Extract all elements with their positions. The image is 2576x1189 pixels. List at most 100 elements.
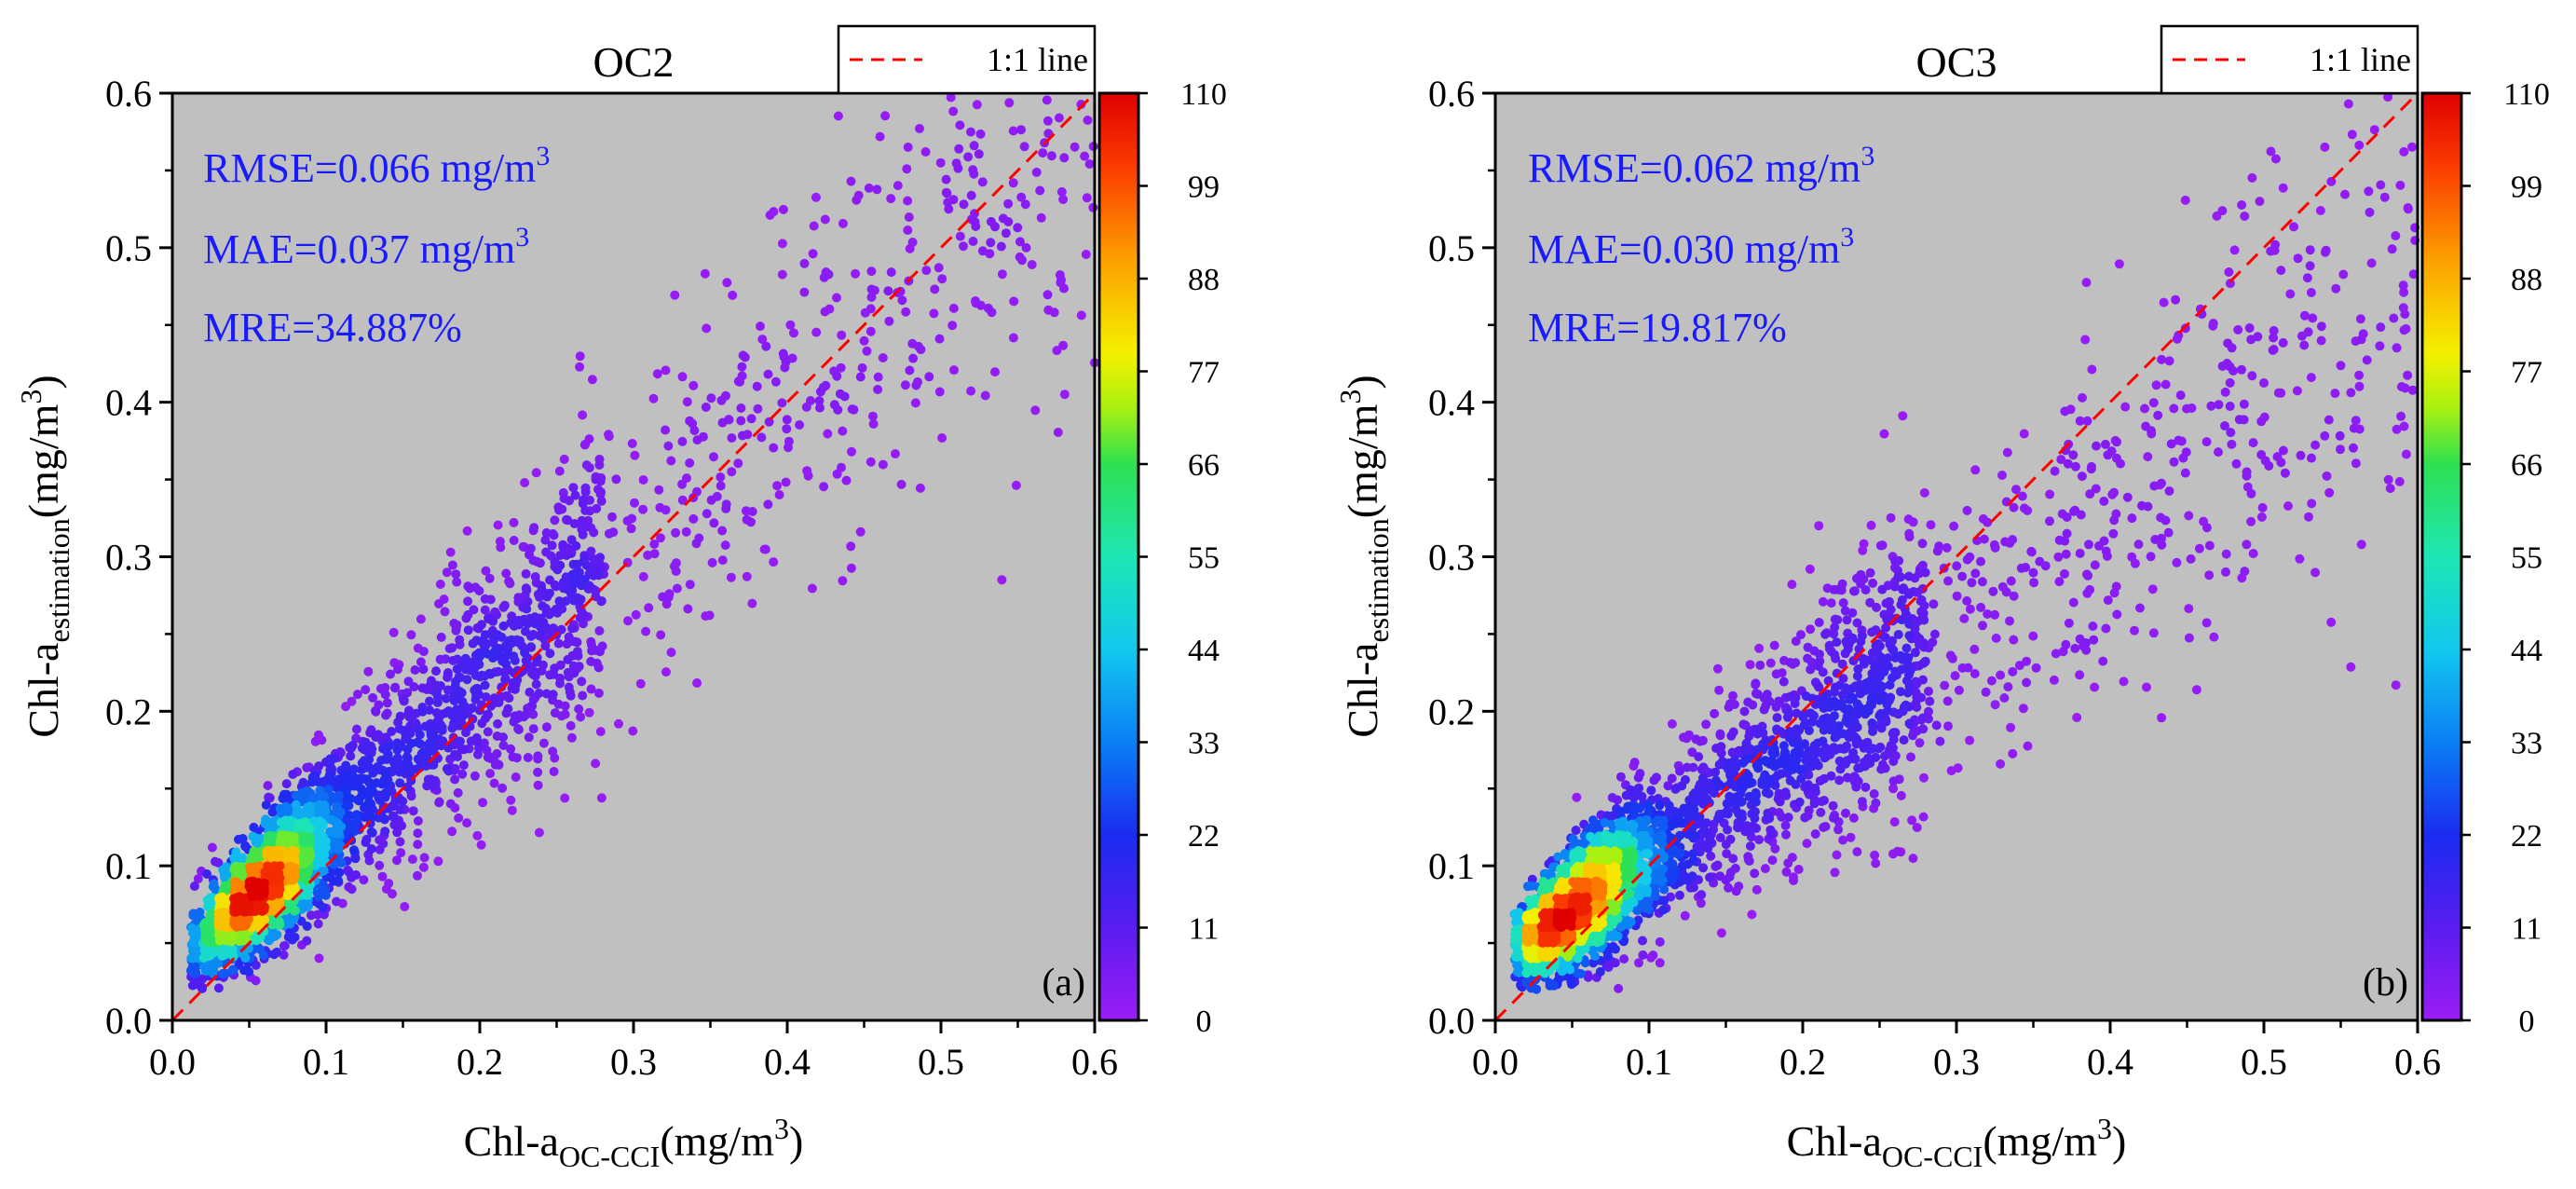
scatter-point (1848, 813, 1859, 823)
scatter-point (631, 609, 641, 620)
scatter-point (1881, 598, 1891, 608)
scatter-point (2099, 536, 2109, 546)
scatter-point (737, 430, 747, 441)
scatter-point (841, 475, 852, 485)
scatter-point (2085, 584, 2095, 594)
scatter-point (2005, 616, 2014, 626)
scatter-point (497, 632, 507, 642)
scatter-point (290, 906, 300, 916)
scatter-point (575, 362, 585, 372)
scatter-point (1052, 346, 1062, 356)
scatter-point (2011, 485, 2021, 495)
scatter-point (747, 598, 757, 608)
scatter-point (1831, 653, 1841, 663)
scatter-point (406, 738, 416, 748)
scatter-point (1996, 670, 2006, 680)
scatter-point (1918, 675, 1928, 685)
scatter-point (539, 588, 550, 598)
scatter-point (913, 376, 922, 387)
scatter-point (1806, 624, 1816, 635)
scatter-point (384, 741, 394, 751)
scatter-point (2248, 438, 2258, 448)
scatter-point (396, 848, 406, 858)
scatter-point (540, 535, 551, 545)
scatter-point (447, 827, 457, 837)
scatter-point (566, 732, 577, 743)
scatter-point (1784, 708, 1794, 718)
scatter-point (1775, 697, 1784, 707)
scatter-point (2070, 643, 2080, 653)
scatter-point (551, 604, 561, 614)
scatter-point (2045, 489, 2055, 499)
scatter-point (193, 874, 203, 884)
scatter-point (457, 704, 468, 714)
scatter-point (368, 692, 378, 703)
scatter-point (441, 693, 451, 704)
scatter-point (259, 905, 269, 915)
scatter-point (857, 362, 867, 373)
scatter-point (463, 596, 473, 607)
scatter-point (2082, 416, 2092, 426)
scatter-point (1976, 602, 1986, 612)
scatter-point (1595, 966, 1605, 977)
scatter-point (2358, 329, 2368, 339)
scatter-point (564, 672, 574, 682)
scatter-point (1020, 199, 1030, 210)
scatter-point (354, 796, 364, 806)
scatter-point (1949, 521, 1959, 531)
scatter-point (1829, 813, 1838, 823)
scatter-point (1963, 663, 1973, 673)
scatter-point (2257, 502, 2268, 512)
scatter-point (348, 771, 358, 781)
scatter-point (1734, 882, 1744, 892)
scatter-point (595, 727, 606, 737)
scatter-point (594, 460, 605, 470)
scatter-point (986, 216, 996, 226)
scatter-point (1894, 555, 1904, 566)
scatter-point (811, 327, 822, 337)
scatter-point (2029, 578, 2039, 588)
scatter-point (2062, 512, 2072, 522)
scatter-point (375, 844, 385, 854)
scatter-point (1646, 952, 1656, 963)
scatter-point (1776, 757, 1786, 767)
scatter-point (497, 656, 508, 666)
scatter-point (1059, 153, 1070, 163)
scatter-point (426, 731, 436, 741)
scatter-point (2061, 549, 2071, 559)
scatter-point (1819, 714, 1828, 724)
scatter-point (438, 736, 448, 746)
scatter-point (2092, 441, 2101, 451)
scatter-point (706, 393, 716, 403)
scatter-point (350, 853, 361, 862)
scatter-point (763, 369, 773, 379)
scatter-point (717, 526, 728, 536)
scatter-point (2023, 505, 2033, 515)
scatter-point (573, 594, 583, 605)
scatter-point (568, 559, 579, 569)
scatter-point (497, 691, 507, 702)
scatter-point (1819, 822, 1829, 832)
scatter-point (538, 601, 548, 611)
scatter-point (1019, 142, 1029, 152)
scatter-point (784, 436, 794, 446)
scatter-point (2169, 457, 2179, 467)
scatter-point (1970, 465, 1981, 475)
scatter-point (1848, 747, 1859, 758)
scatter-point (2022, 677, 2032, 688)
scatter-point (2081, 278, 2092, 288)
scatter-point (727, 433, 737, 443)
scatter-point (1835, 764, 1846, 774)
scatter-point (1834, 775, 1845, 786)
scatter-point (2072, 713, 2082, 722)
scatter-point (465, 704, 474, 715)
scatter-point (2217, 206, 2228, 216)
scatter-point (474, 586, 484, 595)
scatter-point (1767, 855, 1778, 866)
scatter-point (720, 540, 730, 551)
scatter-point (1896, 790, 1906, 800)
scatter-point (498, 732, 508, 743)
scatter-point (484, 614, 494, 624)
scatter-point (1767, 747, 1778, 758)
